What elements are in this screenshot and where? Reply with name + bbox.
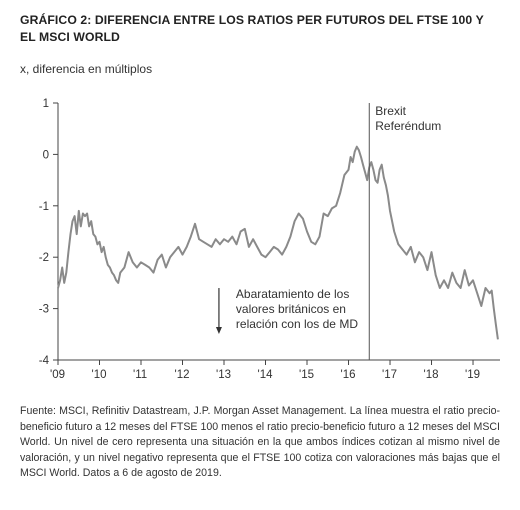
chart-title: GRÁFICO 2: DIFERENCIA ENTRE LOS RATIOS P… <box>20 13 484 44</box>
y-tick-label: 0 <box>43 149 49 161</box>
x-axis: '09 '10 '11 '12 '13 '14 '15 '16 '17 '18 '19 <box>50 359 500 381</box>
y-axis: 1 0 -1 -2 -3 -4 <box>39 98 59 367</box>
undervaluation-annotation-label: valores británicos en <box>236 302 346 316</box>
brexit-annotation-label: Brexit <box>375 104 406 118</box>
y-tick-label: -3 <box>39 304 49 316</box>
brexit-annotation-label: Referéndum <box>375 119 441 133</box>
line-chart: 1 0 -1 -2 -3 -4 '09 '10 '11 '12 '13 '14 '15 '16 '17 '1… <box>39 98 500 381</box>
series-layer <box>57 145 499 340</box>
footnote: Fuente: MSCI, Refinitiv Datastream, J.P.… <box>20 405 500 479</box>
chart-subtitle: x, diferencia en múltiplos <box>20 62 153 76</box>
x-tick-label: '12 <box>175 369 190 381</box>
undervaluation-annotation-label: Abaratamiento de los <box>236 287 349 301</box>
x-tick-label: '11 <box>133 369 147 381</box>
undervaluation-annotation-label: relación con los de MD <box>236 317 358 331</box>
x-tick-label: '18 <box>424 369 439 381</box>
down-arrow-head <box>215 327 222 335</box>
x-tick-label: '17 <box>382 369 397 381</box>
x-tick-label: '16 <box>341 369 356 381</box>
series-line <box>57 145 499 340</box>
x-tick-label: '15 <box>299 369 314 381</box>
x-tick-label: '10 <box>92 369 107 381</box>
x-tick-label: '14 <box>258 369 274 381</box>
x-tick-label: '13 <box>216 369 231 381</box>
y-tick-label: -4 <box>39 355 50 367</box>
x-tick-label: '09 <box>50 369 65 381</box>
x-tick-label: '19 <box>465 369 480 381</box>
y-tick-label: -1 <box>39 201 49 213</box>
y-tick-label: 1 <box>43 98 49 110</box>
y-tick-label: -2 <box>39 252 49 264</box>
